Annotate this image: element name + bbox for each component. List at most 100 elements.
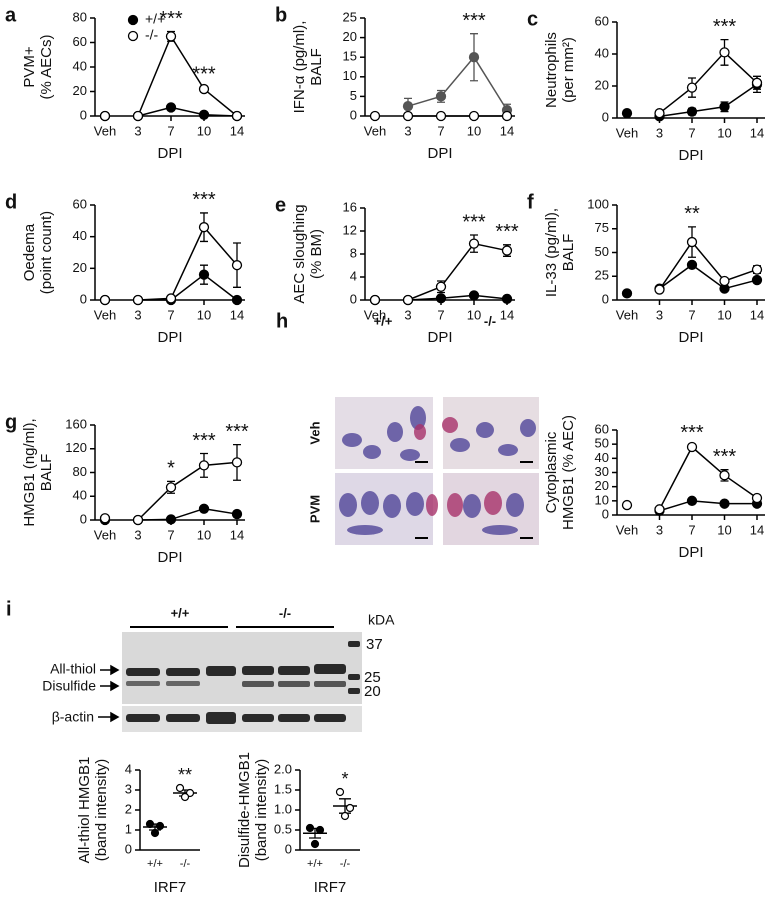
y-tick-label: 75 bbox=[595, 220, 609, 235]
series-line bbox=[407, 242, 508, 301]
y-tick-label: 40 bbox=[73, 228, 87, 243]
data-point bbox=[165, 102, 177, 113]
row-label: Veh bbox=[307, 421, 322, 444]
y-tick-label: 0 bbox=[285, 841, 292, 856]
x-tick-label: +/+ bbox=[307, 858, 323, 870]
data-point bbox=[402, 110, 414, 122]
panel-label: h bbox=[276, 310, 288, 332]
data-point bbox=[305, 823, 315, 833]
data-point bbox=[435, 110, 447, 122]
significance: *** bbox=[713, 446, 737, 468]
x-tick-label: 10 bbox=[197, 527, 211, 542]
series-line bbox=[138, 273, 238, 301]
legend-label: -/- bbox=[145, 27, 159, 43]
data-point bbox=[501, 293, 513, 305]
data-point bbox=[468, 290, 480, 301]
x-tick-label: 3 bbox=[404, 307, 411, 322]
data-point bbox=[340, 811, 350, 821]
mw-marker: 37 bbox=[366, 636, 383, 653]
data-point bbox=[99, 110, 111, 122]
y-tick-label: 10 bbox=[595, 492, 609, 507]
x-tick-label: -/- bbox=[340, 858, 351, 870]
data-point bbox=[132, 514, 144, 526]
x-tick-label: 3 bbox=[656, 522, 663, 537]
significance: *** bbox=[680, 422, 704, 444]
data-point bbox=[198, 222, 210, 233]
y-axis-label: IL-33 (pg/ml), bbox=[543, 208, 560, 297]
mw-marker: 25 bbox=[364, 669, 381, 686]
significance: ** bbox=[684, 203, 700, 225]
significance: *** bbox=[159, 8, 183, 30]
significance: ** bbox=[178, 765, 192, 785]
data-point bbox=[165, 514, 177, 525]
panel-label: c bbox=[527, 8, 538, 30]
x-tick-label: Veh bbox=[364, 123, 386, 138]
y-tick-label: 30 bbox=[595, 464, 609, 479]
data-point bbox=[435, 293, 447, 304]
y-axis-label: (% AECs) bbox=[38, 34, 55, 99]
data-point bbox=[686, 259, 698, 271]
x-tick-label: 14 bbox=[500, 123, 514, 138]
panel-label: g bbox=[5, 411, 17, 433]
y-tick-label: 15 bbox=[343, 49, 357, 64]
y-tick-label: 1.0 bbox=[274, 801, 292, 816]
x-tick-label: 14 bbox=[230, 527, 244, 542]
data-point bbox=[231, 457, 243, 468]
group-label: +/+ bbox=[171, 605, 190, 620]
y-axis-label: PVM+ bbox=[21, 46, 38, 88]
y-tick-label: 0 bbox=[602, 109, 609, 124]
significance: *** bbox=[192, 63, 216, 85]
series-line bbox=[407, 55, 508, 111]
panel-label: a bbox=[5, 4, 17, 26]
x-axis-label: DPI bbox=[157, 549, 182, 566]
y-tick-label: 0 bbox=[80, 107, 87, 122]
data-point bbox=[719, 275, 730, 287]
series-line bbox=[137, 34, 238, 117]
y-tick-label: 0 bbox=[125, 841, 132, 856]
y-axis-label: All-thiol HMGB1 bbox=[76, 757, 93, 864]
series-line bbox=[658, 445, 758, 510]
x-tick-label: 3 bbox=[134, 123, 141, 138]
x-tick-label: 10 bbox=[717, 125, 731, 140]
series-line bbox=[659, 263, 758, 290]
y-tick-label: 60 bbox=[73, 196, 87, 211]
data-point bbox=[751, 264, 763, 275]
y-tick-label: 3 bbox=[125, 781, 132, 796]
y-axis-label: AEC sloughing bbox=[291, 204, 308, 303]
x-tick-label: 7 bbox=[167, 307, 174, 322]
y-axis-label: (per mm²) bbox=[560, 37, 577, 103]
x-tick-label: 7 bbox=[167, 123, 174, 138]
unit-label: kDA bbox=[368, 612, 395, 628]
data-point bbox=[132, 110, 144, 122]
data-point bbox=[686, 82, 698, 93]
y-tick-label: 25 bbox=[595, 268, 609, 283]
y-tick-label: 20 bbox=[73, 260, 87, 275]
significance: *** bbox=[462, 211, 486, 233]
panel-label: e bbox=[275, 194, 286, 216]
y-tick-label: 0 bbox=[350, 107, 357, 122]
y-axis-label: IFN-α (pg/ml), bbox=[291, 21, 308, 114]
data-point bbox=[310, 839, 320, 849]
y-tick-label: 80 bbox=[73, 9, 87, 24]
data-point bbox=[402, 101, 414, 112]
y-tick-label: 60 bbox=[595, 421, 609, 436]
y-tick-label: 40 bbox=[595, 450, 609, 465]
column-label: -/- bbox=[484, 313, 496, 328]
x-tick-label: 14 bbox=[230, 307, 244, 322]
y-tick-label: 0 bbox=[602, 506, 609, 521]
data-point bbox=[501, 245, 513, 256]
x-tick-label: 10 bbox=[717, 522, 731, 537]
y-tick-label: 10 bbox=[343, 68, 357, 83]
panel-label: b bbox=[275, 4, 287, 26]
x-tick-label: Veh bbox=[94, 527, 116, 542]
data-point bbox=[231, 294, 243, 306]
series-line bbox=[407, 294, 508, 301]
significance: *** bbox=[462, 10, 486, 32]
significance: *** bbox=[495, 221, 519, 243]
y-axis-label: Neutrophils bbox=[543, 32, 560, 108]
data-point bbox=[369, 110, 381, 122]
y-axis-label: Disulfide-HMGB1 bbox=[236, 752, 253, 868]
x-tick-label: 3 bbox=[134, 307, 141, 322]
data-point bbox=[435, 91, 447, 102]
